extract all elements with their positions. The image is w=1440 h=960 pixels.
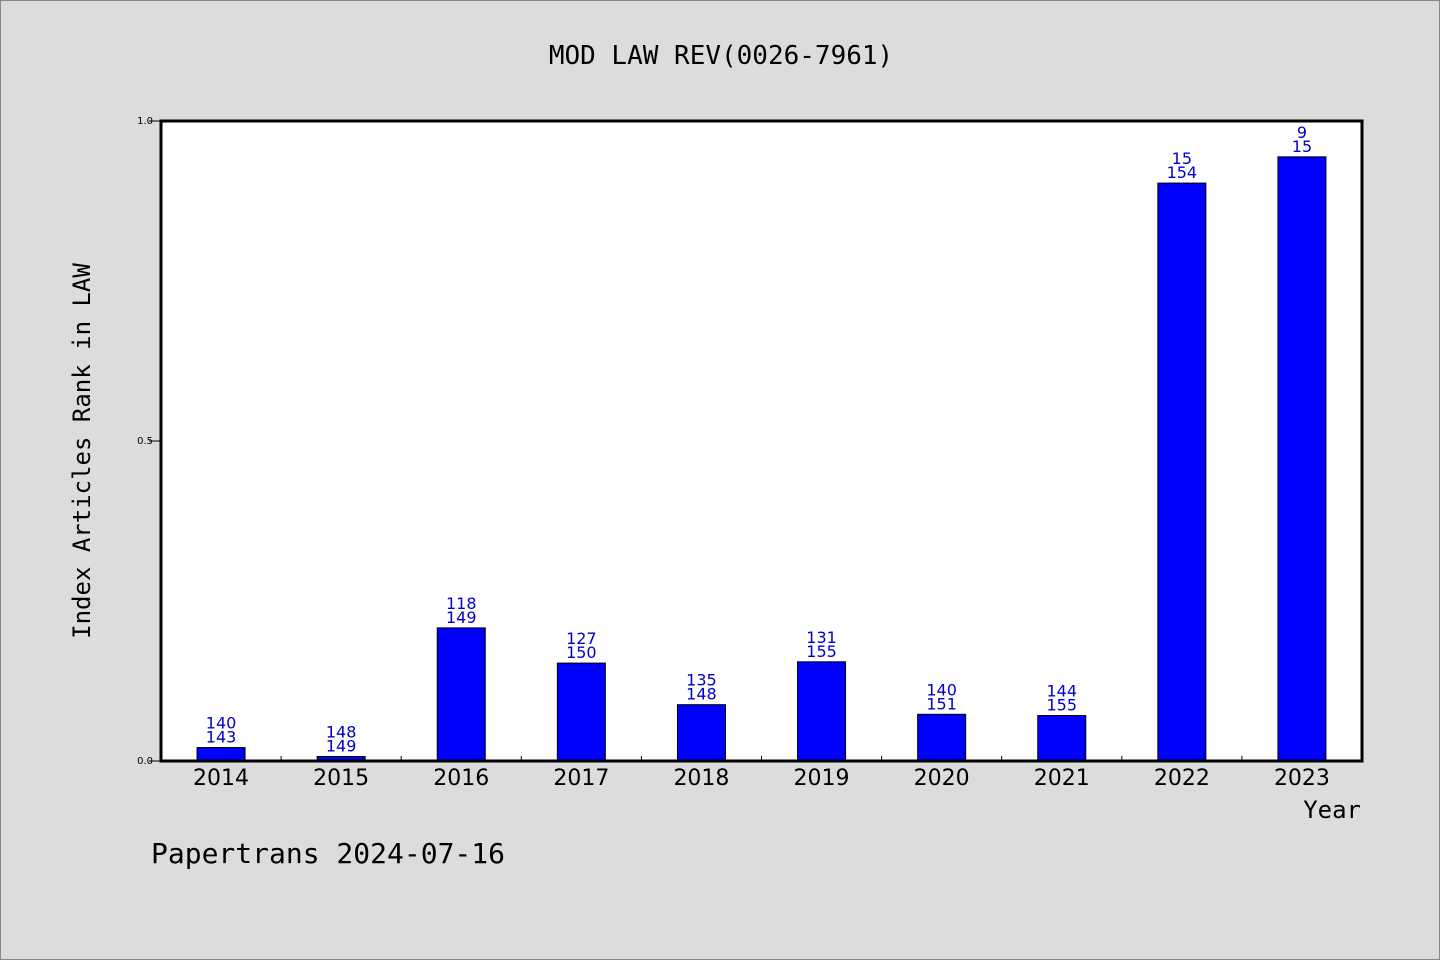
y-tick-label: 0.0	[137, 756, 153, 767]
bar-label-bottom: 155	[1046, 696, 1077, 715]
bar-label-top: 144	[1046, 682, 1077, 701]
bar	[1037, 715, 1087, 762]
bar-label-bottom: 15	[1292, 137, 1312, 156]
bar	[1277, 156, 1327, 762]
chart-title: MOD LAW REV(0026-7961)	[549, 41, 893, 71]
bar	[556, 662, 606, 762]
bar-label-top: 131	[806, 628, 837, 647]
bar-label-bottom: 149	[446, 608, 477, 627]
bar-label-bottom: 154	[1167, 163, 1198, 182]
x-tick-label: 2016	[433, 766, 489, 791]
bars-layer	[196, 156, 1327, 762]
footer-credit: Papertrans 2024-07-16	[151, 837, 505, 870]
y-axis-label: Index Articles Rank in LAW	[68, 263, 96, 639]
bar-label-top: 148	[326, 723, 357, 742]
x-axis-label: Year	[1303, 796, 1361, 824]
bar-label-top: 15	[1172, 149, 1192, 168]
x-tick-label: 2021	[1034, 766, 1090, 791]
plot-border	[159, 119, 1364, 763]
y-tick-label: 0.5	[137, 436, 153, 447]
bar-label-top: 140	[926, 680, 957, 699]
bar	[797, 661, 847, 762]
x-tick-label: 2019	[794, 766, 850, 791]
y-tick-label: 1.0	[137, 116, 153, 127]
bar	[676, 704, 726, 762]
x-tick-label: 2017	[553, 766, 609, 791]
x-tick-label: 2015	[313, 766, 369, 791]
x-tick-label: 2018	[673, 766, 729, 791]
bar	[917, 713, 967, 762]
bar-label-bottom: 151	[926, 694, 957, 713]
bar-label-top: 127	[566, 629, 597, 648]
bar	[436, 627, 486, 762]
bar-label-top: 118	[446, 594, 477, 613]
x-tick-label: 2022	[1154, 766, 1210, 791]
bar-label-bottom: 143	[206, 728, 237, 747]
bar-label-bottom: 148	[686, 685, 717, 704]
bar-label-bottom: 155	[806, 642, 837, 661]
x-tick-label: 2014	[193, 766, 249, 791]
bar-label-top: 140	[206, 714, 237, 733]
x-tick-label: 2023	[1274, 766, 1330, 791]
labels-layer: 2014140143201514814920161181492017127150…	[193, 123, 1330, 791]
bar	[196, 747, 246, 762]
bar-label-top: 135	[686, 671, 717, 690]
bar-label-bottom: 150	[566, 643, 597, 662]
bar-label-bottom: 149	[326, 737, 357, 756]
x-tick-label: 2020	[914, 766, 970, 791]
bar-label-top: 9	[1297, 123, 1307, 142]
bar	[1157, 182, 1207, 762]
